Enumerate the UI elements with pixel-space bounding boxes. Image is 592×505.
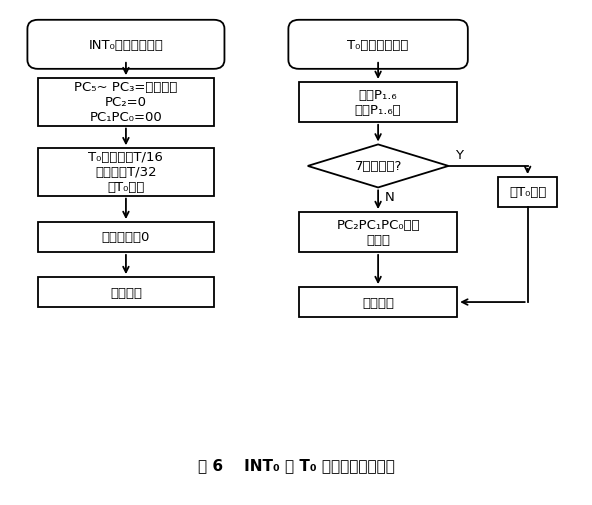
Text: PC₅~ PC₃=数码编号
PC₂=0
PC₁PC₀=00: PC₅~ PC₃=数码编号 PC₂=0 PC₁PC₀=00: [74, 81, 178, 124]
Text: 图 6    INT₀ 和 T₀ 中断服务程序流程: 图 6 INT₀ 和 T₀ 中断服务程序流程: [198, 458, 394, 472]
Text: Y: Y: [455, 148, 464, 162]
Text: T₀中断服务程序: T₀中断服务程序: [348, 39, 409, 52]
Text: 关T₀中断: 关T₀中断: [509, 186, 546, 199]
Bar: [299, 287, 457, 318]
Bar: [38, 149, 214, 196]
Text: 7段全读完?: 7段全读完?: [355, 160, 402, 173]
Text: 中断返回: 中断返回: [362, 296, 394, 309]
Polygon shape: [308, 145, 449, 188]
FancyBboxPatch shape: [288, 21, 468, 70]
Text: N: N: [385, 190, 395, 204]
Bar: [38, 223, 214, 252]
Bar: [299, 213, 457, 252]
FancyBboxPatch shape: [27, 21, 224, 70]
Text: 读取P₁.₆
保存P₁.₆值: 读取P₁.₆ 保存P₁.₆值: [355, 89, 401, 117]
Bar: [38, 277, 214, 308]
Text: PC₂PC₁PC₀选择
下一段: PC₂PC₁PC₀选择 下一段: [336, 219, 420, 246]
Text: 中断返回: 中断返回: [110, 286, 142, 299]
Bar: [498, 178, 557, 208]
Bar: [38, 79, 214, 126]
Text: T₀定时设为T/16
初值设为T/32
开T₀中断: T₀定时设为T/16 初值设为T/32 开T₀中断: [88, 151, 163, 194]
Text: INT₀中断服务程序: INT₀中断服务程序: [88, 39, 163, 52]
Bar: [299, 83, 457, 123]
Text: 关外部中断0: 关外部中断0: [102, 231, 150, 244]
